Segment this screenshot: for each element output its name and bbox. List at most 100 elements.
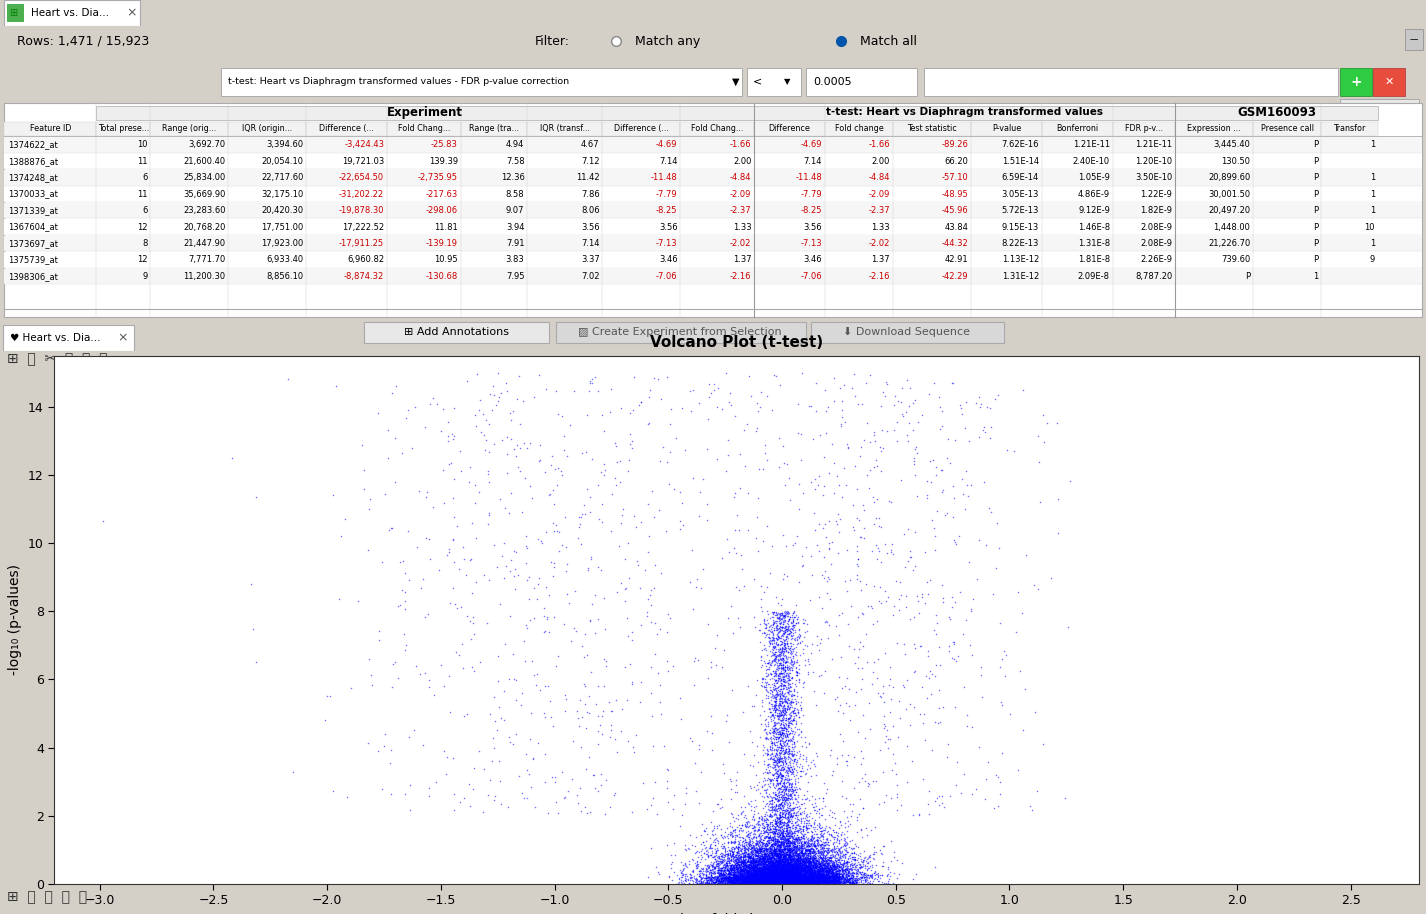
Point bbox=[776, 851, 799, 866]
Point bbox=[811, 856, 834, 871]
Point bbox=[807, 864, 830, 878]
Point bbox=[754, 876, 777, 890]
Point bbox=[781, 877, 804, 891]
Point bbox=[770, 869, 793, 884]
Point bbox=[848, 792, 871, 807]
Point bbox=[764, 871, 787, 886]
Point bbox=[756, 746, 779, 760]
Point bbox=[669, 869, 692, 884]
Point bbox=[789, 749, 811, 763]
Point bbox=[760, 654, 783, 668]
Point bbox=[821, 856, 844, 870]
Point bbox=[793, 874, 816, 888]
Point bbox=[809, 862, 831, 877]
Point bbox=[793, 872, 816, 887]
Point bbox=[801, 800, 824, 814]
Point bbox=[777, 870, 800, 885]
Point bbox=[737, 828, 760, 843]
Point bbox=[783, 739, 806, 754]
Point bbox=[836, 869, 858, 884]
Point bbox=[703, 832, 726, 846]
Point bbox=[742, 874, 764, 888]
Point bbox=[700, 872, 723, 887]
Point bbox=[777, 820, 800, 834]
Point bbox=[743, 874, 766, 888]
Point bbox=[884, 574, 907, 589]
Point bbox=[744, 816, 767, 831]
Point bbox=[747, 854, 770, 868]
Point bbox=[834, 850, 857, 865]
Point bbox=[759, 772, 781, 787]
Point bbox=[783, 806, 806, 821]
Point bbox=[790, 838, 813, 853]
Point bbox=[756, 772, 779, 787]
Point bbox=[776, 779, 799, 793]
Point bbox=[766, 834, 789, 849]
Point bbox=[756, 845, 779, 860]
Point bbox=[759, 874, 781, 888]
Point bbox=[774, 868, 797, 883]
Point bbox=[756, 874, 779, 888]
Point bbox=[834, 831, 857, 845]
Point bbox=[776, 662, 799, 676]
Text: -4.69: -4.69 bbox=[656, 140, 677, 149]
Point bbox=[767, 697, 790, 712]
Point bbox=[898, 717, 921, 732]
Point bbox=[743, 868, 766, 883]
Point bbox=[767, 752, 790, 767]
Point bbox=[764, 872, 787, 887]
Point bbox=[756, 877, 779, 891]
Point bbox=[771, 867, 794, 882]
Point bbox=[763, 837, 786, 852]
Point bbox=[783, 856, 806, 871]
Point bbox=[757, 870, 780, 885]
Point bbox=[764, 631, 787, 645]
Point bbox=[689, 863, 712, 877]
Point bbox=[723, 850, 746, 865]
Point bbox=[754, 876, 777, 890]
Point bbox=[769, 668, 791, 683]
Point bbox=[761, 780, 784, 794]
Point bbox=[727, 853, 750, 867]
Point bbox=[780, 862, 803, 877]
Point bbox=[763, 614, 786, 629]
Point bbox=[800, 876, 823, 890]
Point bbox=[771, 614, 794, 629]
Point bbox=[733, 866, 756, 881]
Point bbox=[710, 869, 733, 884]
Point bbox=[776, 877, 799, 891]
Point bbox=[769, 651, 791, 665]
Text: Test statistic: Test statistic bbox=[907, 124, 957, 133]
Point bbox=[817, 872, 840, 887]
Point bbox=[732, 868, 754, 883]
Point bbox=[756, 877, 779, 891]
Point bbox=[784, 877, 807, 891]
Point bbox=[787, 626, 810, 641]
Point bbox=[783, 752, 806, 767]
Point bbox=[777, 837, 800, 852]
Point bbox=[771, 705, 794, 719]
Point bbox=[777, 856, 800, 871]
Point bbox=[786, 866, 809, 881]
Point bbox=[780, 624, 803, 639]
Point bbox=[824, 873, 847, 887]
Point bbox=[871, 765, 894, 780]
Point bbox=[806, 874, 829, 888]
Point bbox=[773, 875, 796, 889]
Point bbox=[759, 844, 781, 858]
Point bbox=[784, 707, 807, 722]
Text: t-test: Heart vs Diaphragm transformed values - FDR p-value correction: t-test: Heart vs Diaphragm transformed v… bbox=[228, 78, 569, 87]
Point bbox=[761, 826, 784, 841]
Point bbox=[773, 698, 796, 713]
Point bbox=[742, 869, 764, 884]
Point bbox=[536, 679, 559, 694]
Point bbox=[764, 871, 787, 886]
Point bbox=[776, 846, 799, 861]
Point bbox=[786, 834, 809, 849]
Point bbox=[809, 856, 831, 871]
Point bbox=[723, 866, 746, 881]
Point bbox=[777, 838, 800, 853]
Point bbox=[737, 523, 760, 537]
Point bbox=[777, 865, 800, 879]
Point bbox=[773, 856, 796, 871]
